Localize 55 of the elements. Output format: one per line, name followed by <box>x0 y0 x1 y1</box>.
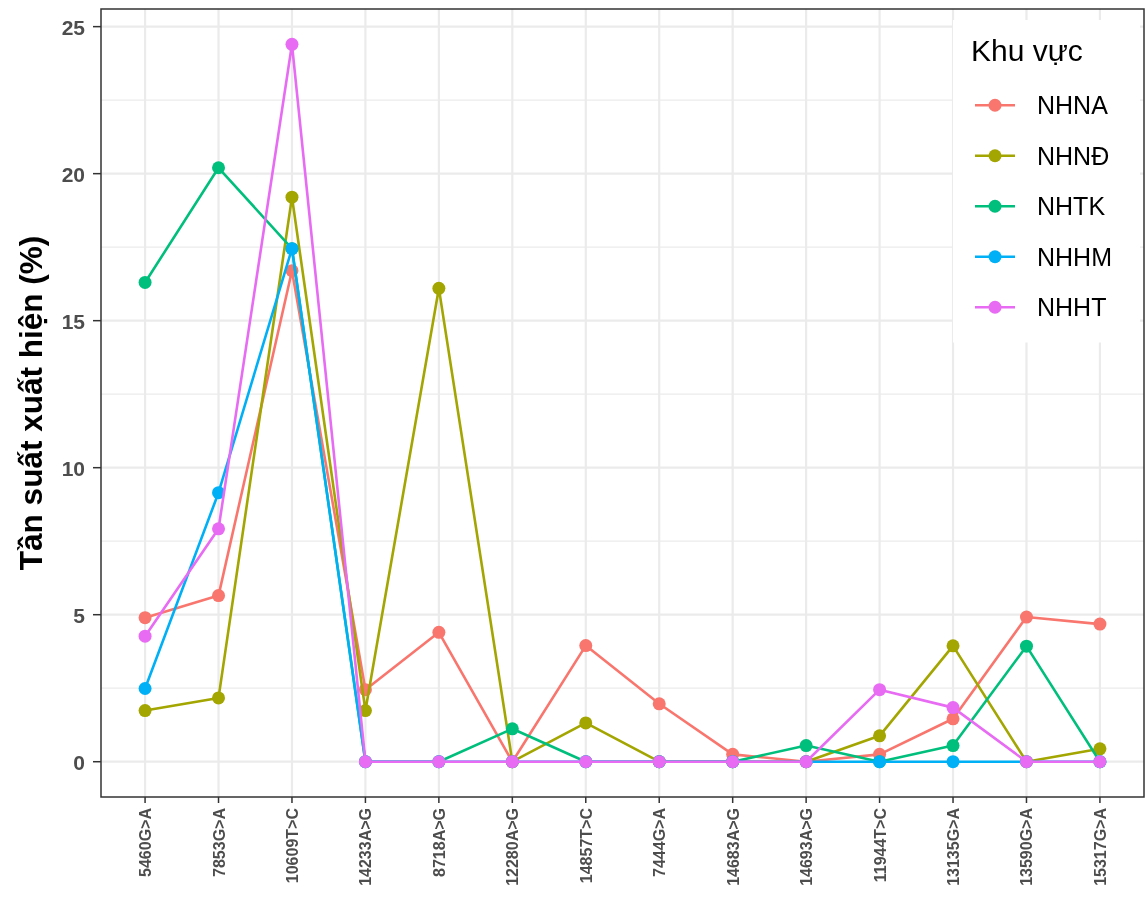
y-tick-label: 5 <box>73 603 86 627</box>
y-tick-label: 20 <box>61 162 85 186</box>
point <box>212 161 226 175</box>
point <box>138 275 152 289</box>
point <box>579 716 593 730</box>
point <box>946 639 960 653</box>
point <box>138 611 152 625</box>
point <box>432 281 446 295</box>
x-tick-label: 7444G>A <box>650 807 668 877</box>
point <box>946 701 960 715</box>
legend-label: NHTK <box>1037 192 1106 221</box>
y-tick-label: 10 <box>61 456 85 480</box>
point <box>285 190 299 204</box>
x-tick-label: 13590G>A <box>1017 807 1035 886</box>
point <box>652 697 666 711</box>
point <box>873 683 887 697</box>
point <box>946 739 960 753</box>
x-tick-label: 12280A>G <box>503 808 521 886</box>
point <box>505 722 519 736</box>
point <box>285 37 299 51</box>
x-tick-label: 13135G>A <box>944 807 962 886</box>
x-tick-label: 14857T>C <box>577 807 595 884</box>
point <box>579 639 593 653</box>
x-tick-label: 14693A>G <box>797 808 815 886</box>
legend-title: Khu vực <box>971 34 1083 67</box>
point <box>212 691 226 705</box>
legend-label: NHHM <box>1037 242 1112 271</box>
point <box>1093 742 1107 756</box>
x-tick-label: 14233A>G <box>356 808 374 886</box>
x-tick-label: 10609T>C <box>283 807 301 884</box>
point <box>799 739 813 753</box>
y-tick-label: 25 <box>61 15 86 39</box>
legend-label: NHNĐ <box>1037 141 1110 170</box>
x-tick-label: 5460G>A <box>136 807 154 877</box>
y-tick-label: 15 <box>61 309 86 333</box>
point <box>138 629 152 643</box>
point <box>1093 617 1107 631</box>
x-tick-label: 7853G>A <box>210 807 228 877</box>
point <box>138 704 152 718</box>
point <box>432 625 446 639</box>
x-tick-label: 15317G>A <box>1091 807 1109 886</box>
x-tick-label: 8718A>G <box>430 808 448 877</box>
point <box>212 522 226 536</box>
point <box>212 589 226 603</box>
legend-label: NHHT <box>1037 293 1107 322</box>
point <box>873 729 887 743</box>
point <box>1019 639 1033 653</box>
x-tick-label: 14683A>G <box>724 808 742 886</box>
point <box>1019 610 1033 624</box>
y-axis-title: Tần suất xuất hiện (%) <box>13 235 49 571</box>
point <box>946 755 960 769</box>
legend-label: NHNA <box>1037 91 1109 120</box>
point <box>138 682 152 695</box>
y-tick-label: 0 <box>73 750 85 774</box>
x-tick-label: 11944T>C <box>871 807 889 883</box>
